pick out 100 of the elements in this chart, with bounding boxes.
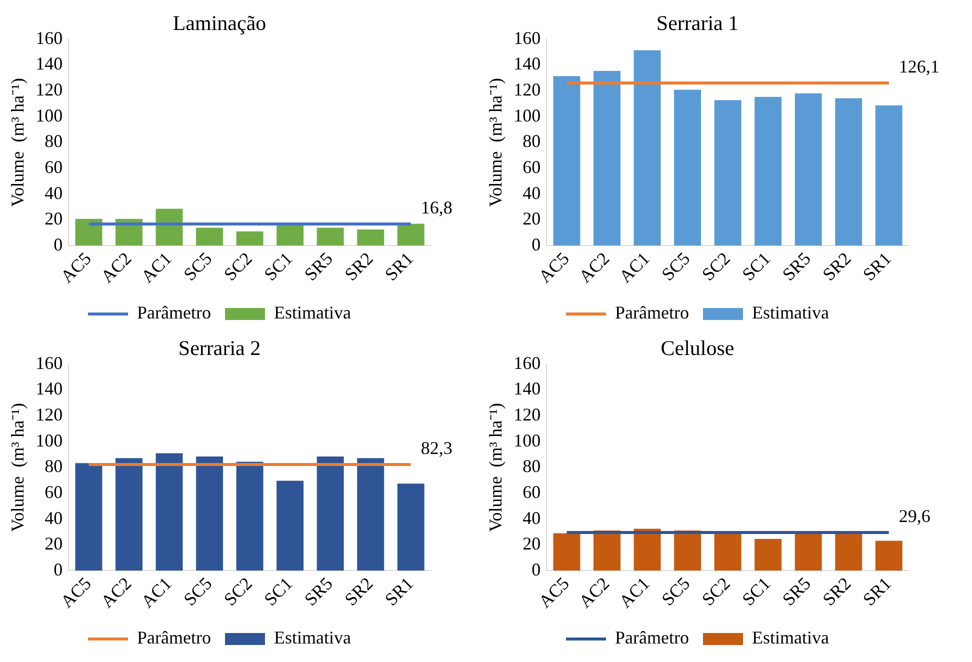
y-tick-label: 100 [36,430,63,450]
y-tick-label: 160 [36,28,63,48]
y-tick-label: 0 [54,559,63,580]
bar [75,463,102,571]
x-tick-label: AC1 [137,573,176,612]
x-tick-label: SC5 [658,573,694,610]
bar [236,462,264,571]
bar [794,93,822,246]
legend-label: Estimativa [752,302,829,323]
y-tick-label: 80 [44,456,63,476]
chart-title: Serraria 1 [656,11,739,36]
y-tick-label: 140 [514,54,541,74]
y-tick-label: 140 [36,378,63,399]
bar [196,456,224,571]
x-tick-label: SC5 [180,573,216,610]
y-tick-label: 80 [522,456,541,476]
x-tick-label: SR1 [858,248,896,284]
legend-label: Estimativa [752,628,829,648]
y-tick-label: 40 [522,508,541,528]
chart-title: Laminação [172,11,266,36]
x-tick-label: SC1 [260,248,296,284]
x-tick-label: AC1 [137,248,176,287]
y-tick-label: 120 [514,404,541,425]
bar [397,484,424,571]
x-tick-label: SC1 [260,573,296,610]
y-tick-label: 40 [44,508,63,528]
legend-label: Estimativa [274,302,351,323]
y-tick-label: 160 [514,352,541,373]
x-tick-label: SR5 [300,573,337,610]
bar [357,458,384,571]
y-tick-label: 20 [522,534,541,554]
annotation: 126,1 [898,56,940,77]
y-tick-label: 100 [514,105,541,126]
bar [236,231,264,246]
y-tick-label: 40 [522,182,541,203]
legend-label: Parâmetro [615,628,689,648]
x-tick-label: SR5 [778,573,815,610]
bar [397,224,424,246]
x-tick-label: SC5 [658,248,694,284]
y-tick-label: 100 [36,105,63,126]
legend-label: Estimativa [274,628,351,648]
y-tick-label: 80 [44,131,63,152]
annotation: 16,8 [420,198,452,218]
y-tick-label: 160 [36,352,63,373]
x-tick-label: AC2 [96,573,136,612]
x-tick-label: SC1 [738,573,774,610]
bar [75,218,102,246]
x-tick-label: SC2 [698,573,734,610]
y-tick-label: 140 [36,54,63,74]
x-tick-label: SC2 [220,248,256,284]
x-tick-label: SC2 [698,248,734,284]
x-tick-label: AC1 [615,573,654,612]
bar [594,70,620,246]
x-tick-label: SR5 [778,248,815,284]
y-tick-label: 40 [44,182,63,203]
bar [116,458,142,571]
bar [156,208,183,246]
y-axis-title: Volume (m³ ha⁻¹) [486,402,506,532]
x-tick-label: AC2 [574,248,614,287]
x-tick-label: SR5 [300,248,337,284]
x-tick-label: SC2 [220,573,256,610]
y-tick-label: 60 [522,156,541,177]
y-tick-label: 60 [44,482,63,502]
y-tick-label: 20 [44,208,63,229]
y-tick-label: 20 [522,208,541,229]
bar [714,100,742,246]
chart-title: Serraria 2 [178,336,261,360]
annotation: 29,6 [898,506,930,526]
x-tick-label: SR2 [818,573,855,610]
y-tick-label: 140 [514,378,541,399]
x-tick-label: AC2 [96,248,136,287]
y-tick-label: 80 [522,131,541,152]
legend-label: Parâmetro [137,628,211,648]
bar [316,228,344,246]
chart-title: Celulose [660,336,734,360]
x-tick-label: SC5 [180,248,216,284]
x-tick-label: AC2 [574,573,614,612]
bar [835,98,862,246]
bar [276,480,304,571]
bar [316,456,344,571]
x-tick-label: SR1 [380,573,418,610]
y-axis-title: Volume (m³ ha⁻¹) [8,402,28,532]
bar [674,90,702,246]
x-tick-label: SR2 [340,573,377,610]
x-tick-label: SR1 [380,248,418,284]
bar [276,224,304,246]
y-axis-title: Volume (m³ ha⁻¹) [8,78,28,207]
bar [754,96,782,246]
y-tick-label: 0 [532,234,541,254]
bar [156,453,183,571]
bar [634,50,661,246]
y-tick-label: 120 [514,80,541,100]
y-tick-label: 120 [36,404,63,425]
y-tick-label: 0 [54,234,63,254]
legend-label: Parâmetro [137,302,211,323]
x-tick-label: SR1 [858,573,896,610]
bar [196,228,224,246]
y-tick-label: 60 [44,156,63,177]
annotation: 82,3 [420,438,452,458]
y-tick-label: 160 [514,28,541,48]
